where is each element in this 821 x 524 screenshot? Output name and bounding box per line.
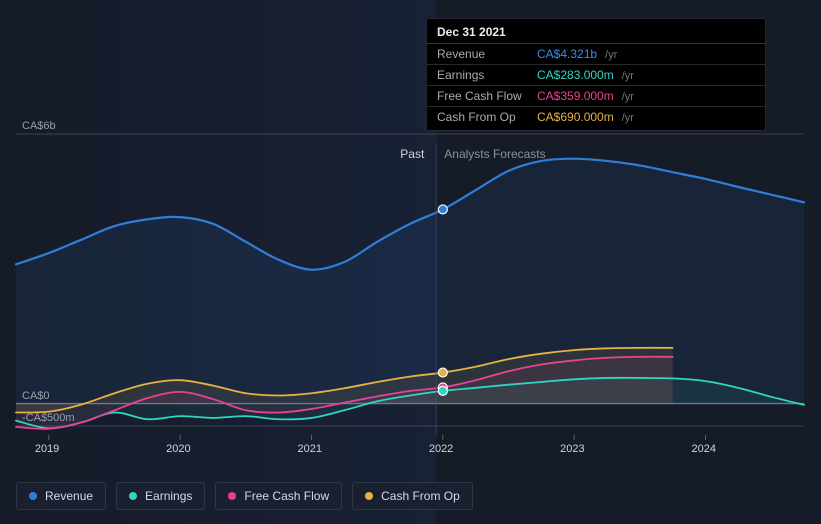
legend-dot-icon bbox=[129, 492, 137, 500]
legend-label: Earnings bbox=[145, 489, 192, 503]
tooltip-row: Free Cash Flow CA$359.000m/yr bbox=[427, 86, 765, 107]
y-axis-label: CA$0 bbox=[22, 390, 50, 402]
y-axis-label: -CA$500m bbox=[22, 412, 75, 424]
legend-dot-icon bbox=[228, 492, 236, 500]
legend-label: Free Cash Flow bbox=[244, 489, 329, 503]
tooltip-row-unit: /yr bbox=[605, 49, 617, 61]
legend-label: Cash From Op bbox=[381, 489, 460, 503]
tooltip-row-label: Earnings bbox=[437, 68, 529, 82]
tooltip-row-unit: /yr bbox=[622, 91, 634, 103]
past-section-label: Past bbox=[400, 147, 424, 161]
legend-toggle-revenue[interactable]: Revenue bbox=[16, 482, 106, 510]
tooltip-row-value: CA$4.321b bbox=[537, 47, 597, 61]
earnings-marker bbox=[438, 386, 447, 395]
tooltip-row-value: CA$359.000m bbox=[537, 89, 614, 103]
tooltip-row-label: Cash From Op bbox=[437, 110, 529, 124]
legend-toggle-cfo[interactable]: Cash From Op bbox=[352, 482, 473, 510]
tooltip-row-value: CA$690.000m bbox=[537, 110, 614, 124]
legend-dot-icon bbox=[29, 492, 37, 500]
tooltip-row-value: CA$283.000m bbox=[537, 68, 614, 82]
chart-legend: Revenue Earnings Free Cash Flow Cash From O… bbox=[16, 482, 473, 510]
legend-toggle-fcf[interactable]: Free Cash Flow bbox=[215, 482, 342, 510]
tooltip-row-label: Revenue bbox=[437, 47, 529, 61]
y-axis-label: CA$6b bbox=[22, 120, 56, 132]
x-axis-label: 2022 bbox=[429, 443, 453, 455]
tooltip-date: Dec 31 2021 bbox=[427, 19, 765, 44]
x-axis-label: 2019 bbox=[35, 443, 59, 455]
legend-toggle-earnings[interactable]: Earnings bbox=[116, 482, 205, 510]
tooltip-row: Earnings CA$283.000m/yr bbox=[427, 65, 765, 86]
financial-forecast-chart: CA$6b CA$0 -CA$500m 2019 2020 2021 2022 2023 20… bbox=[0, 0, 821, 524]
x-axis-label: 2021 bbox=[298, 443, 322, 455]
tooltip-row: Revenue CA$4.321b/yr bbox=[427, 44, 765, 65]
tooltip-row-label: Free Cash Flow bbox=[437, 89, 529, 103]
x-axis-label: 2024 bbox=[692, 443, 716, 455]
forecast-section-label: Analysts Forecasts bbox=[444, 147, 545, 161]
x-axis-label: 2023 bbox=[560, 443, 584, 455]
cfo-marker bbox=[438, 368, 447, 377]
legend-dot-icon bbox=[365, 492, 373, 500]
chart-tooltip: Dec 31 2021 Revenue CA$4.321b/yr Earnings C… bbox=[426, 18, 766, 131]
tooltip-row-unit: /yr bbox=[622, 70, 634, 82]
revenue-marker bbox=[438, 205, 447, 214]
x-axis-label: 2020 bbox=[166, 443, 190, 455]
tooltip-row: Cash From Op CA$690.000m/yr bbox=[427, 107, 765, 130]
tooltip-row-unit: /yr bbox=[622, 112, 634, 124]
legend-label: Revenue bbox=[45, 489, 93, 503]
